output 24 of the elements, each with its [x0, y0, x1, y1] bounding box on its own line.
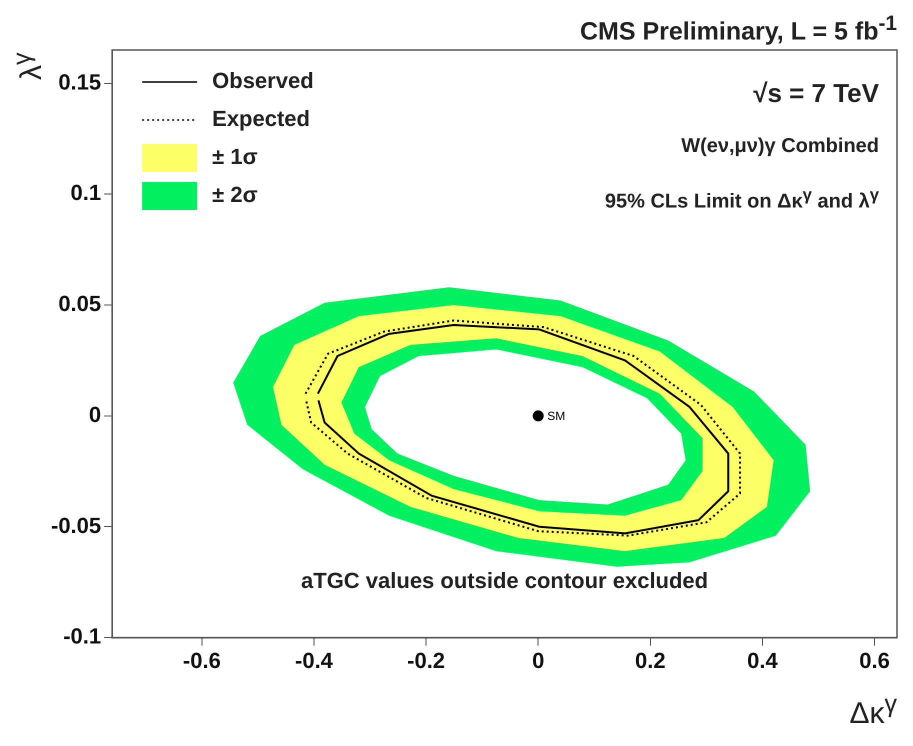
x-tick-label: -0.4 [295, 648, 334, 673]
y-tick-label: -0.05 [50, 512, 102, 538]
x-axis-title: Δκ$^{γ}$ [849, 690, 897, 731]
y-tick-label: 0.15 [58, 69, 102, 94]
x-tick-label: 0.2 [635, 648, 666, 673]
x-tick-label: 0.6 [859, 648, 890, 673]
x-tick-label: 0 [532, 648, 544, 673]
annotation: aTGC values outside contour excluded [300, 568, 710, 594]
annotation: 95% CLs Limit on Δκ$^{γ}$ and λ$^{γ}$ [604, 185, 879, 214]
legend-label: ± 2σ [212, 182, 258, 208]
y-tick-label: 0.1 [70, 180, 102, 206]
legend-label: Expected [212, 106, 310, 132]
x-tick-label: 0.4 [747, 648, 779, 673]
annotation: W(eν,μν)γ Combined [681, 135, 879, 158]
chart-title: CMS Preliminary, L = 5 fb$^{-1}$ [580, 12, 897, 46]
annotation: √s = 7 TeV [753, 78, 879, 109]
legend-label: ± 1σ [212, 144, 258, 170]
x-tick-label: -0.2 [407, 648, 446, 673]
y-tick-label: 0.05 [58, 291, 102, 316]
legend-label: Observed [212, 68, 314, 94]
y-tick-label: -0.1 [63, 624, 102, 649]
series-label: SM [547, 409, 566, 424]
x-tick-label: -0.6 [182, 648, 221, 673]
y-tick-label: 0 [88, 402, 102, 427]
